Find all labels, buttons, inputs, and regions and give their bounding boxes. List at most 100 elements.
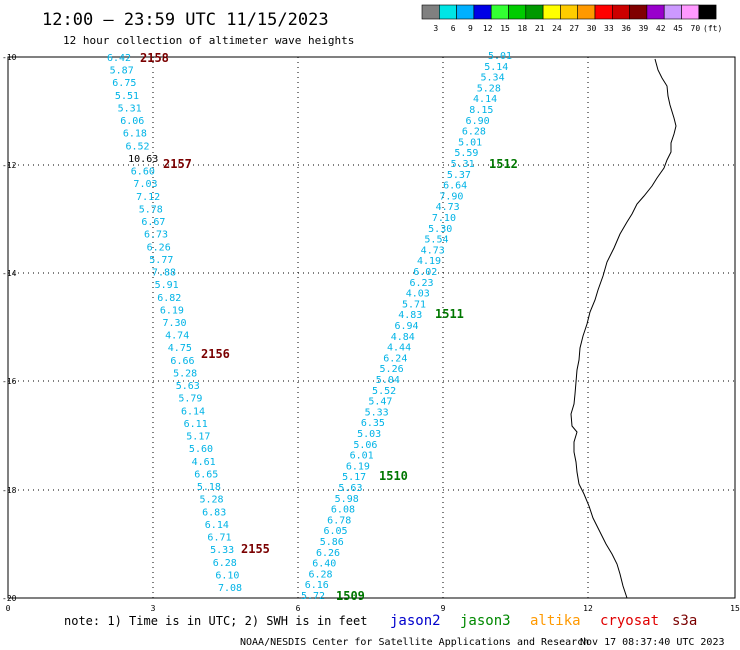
legend-swatch	[473, 4, 492, 20]
wave-height-label: 4.74	[165, 331, 189, 342]
wave-height-label: 6.94	[395, 321, 419, 332]
pass-number-label: 2158	[140, 51, 169, 65]
wave-height-label: 4.84	[391, 332, 415, 343]
pass-number-label: 2155	[241, 542, 270, 556]
legend-label: 21	[535, 24, 545, 33]
y-tick-label: -10	[2, 53, 17, 62]
legend-label: 30	[587, 24, 597, 33]
wave-height-label: 5.72	[301, 591, 325, 602]
graticule	[8, 57, 735, 598]
axis-ticks: 0 3 6 9 12 15 -10 -12 -14 -16 -18 -20	[2, 53, 740, 613]
legend-swatch	[577, 4, 596, 20]
wave-height-label: 5.04	[376, 375, 400, 386]
x-tick-label: 12	[583, 604, 593, 613]
legend-swatch	[490, 4, 509, 20]
wave-height-label: 6.26	[316, 548, 340, 559]
legend-swatch	[681, 4, 700, 20]
wave-height-label: 5.87	[110, 66, 134, 77]
map-title: 12:00 – 23:59 UTC 11/15/2023	[42, 10, 329, 30]
wave-height-label: 6.16	[305, 580, 329, 591]
wave-height-label: 6.82	[157, 293, 181, 304]
wave-height-label: 6.65	[194, 469, 218, 480]
wave-height-label: 4.83	[398, 310, 422, 321]
wave-height-label: 7.10	[432, 213, 456, 224]
legend-swatch	[438, 4, 457, 20]
wave-height-label: 6.26	[147, 242, 171, 253]
wave-height-label: 6.52	[126, 141, 150, 152]
legend-label: 9	[468, 24, 473, 33]
pass-number-label: 1511	[435, 307, 464, 321]
wave-height-label: 5.31	[451, 159, 475, 170]
wave-height-label: 6.90	[466, 116, 490, 127]
pass-labels: 2158 2157 2156 2155 1512 1511 1510 1509	[140, 51, 518, 603]
pass-number-label: 2157	[163, 157, 192, 171]
wave-height-label: 7.30	[163, 318, 187, 329]
wave-height-label: 5.63	[176, 381, 200, 392]
wave-height-label: 6.28	[462, 127, 486, 138]
legend-label: 33	[604, 24, 614, 33]
wave-height-label: 6.11	[184, 419, 208, 430]
wave-height-label: 7.03	[133, 179, 157, 190]
wave-height-label: 5.17	[342, 472, 366, 483]
y-tick-label: -20	[2, 594, 17, 603]
wave-height-label: 5.28	[200, 495, 224, 506]
wave-height-label: 4.14	[473, 94, 497, 105]
pass-number-label: 2156	[201, 347, 230, 361]
legend-swatch	[421, 4, 440, 20]
wave-height-label: 5.86	[320, 537, 344, 548]
generated-timestamp: Nov 17 08:37:40 UTC 2023	[580, 637, 725, 648]
x-tick-label: 9	[441, 604, 446, 613]
wave-height-label: 5.91	[155, 280, 179, 291]
wave-height-label: 5.14	[484, 62, 508, 73]
satellite-name: jason2	[390, 613, 441, 629]
wave-height-label: 5.54	[424, 235, 448, 246]
wave-height-label: 6.73	[144, 230, 168, 241]
y-tick-label: -14	[2, 269, 17, 278]
map-frame	[7, 56, 736, 599]
legend-swatch	[646, 4, 665, 20]
wave-height-label: 6.19	[346, 461, 370, 472]
wave-height-label: 5.37	[447, 170, 471, 181]
satellite-name: altika	[530, 613, 581, 629]
x-tick-label: 6	[296, 604, 301, 613]
wave-height-label: 4.03	[406, 289, 430, 300]
wave-height-label: 6.08	[331, 505, 355, 516]
wave-height-label: 5.28	[173, 368, 197, 379]
wave-height-label: 6.64	[443, 181, 467, 192]
pass-number-label: 1509	[336, 589, 365, 603]
wave-height-label: 6.40	[312, 559, 336, 570]
wave-height-label: 6.23	[409, 278, 433, 289]
legend-label: 45	[673, 24, 683, 33]
wave-height-label: 6.42	[107, 53, 131, 64]
pass-number-label: 1512	[489, 157, 518, 171]
legend-label: 24	[552, 24, 562, 33]
legend-label: 12	[483, 24, 493, 33]
y-tick-label: -16	[2, 377, 17, 386]
wave-height-label: 6.01	[350, 451, 374, 462]
legend-swatch	[542, 4, 561, 20]
legend-label: 70	[691, 24, 701, 33]
wave-height-label: 5.03	[357, 429, 381, 440]
y-tick-label: -18	[2, 486, 17, 495]
legend-swatch	[525, 4, 544, 20]
wave-height-label: 6.02	[413, 267, 437, 278]
wave-height-label: 6.14	[205, 520, 229, 531]
legend-swatch	[594, 4, 613, 20]
x-tick-label: 0	[6, 604, 11, 613]
wave-height-label: 5.51	[115, 91, 139, 102]
wave-height-label: 4.19	[417, 256, 441, 267]
wave-height-label: 10.63	[128, 154, 158, 165]
x-tick-label: 15	[730, 604, 740, 613]
wave-height-label: 6.83	[202, 507, 226, 518]
wave-height-label: 5.33	[210, 545, 234, 556]
wave-height-label: 5.78	[139, 204, 163, 215]
legend-swatch	[611, 4, 630, 20]
wave-height-label: 5.01	[488, 51, 512, 62]
legend-label: (ft)	[703, 24, 722, 33]
credit-text: NOAA/NESDIS Center for Satellite Applica…	[240, 637, 589, 648]
wave-height-label: 5.26	[380, 364, 404, 375]
wave-height-label: 5.77	[149, 255, 173, 266]
legend-swatch	[560, 4, 579, 20]
wave-height-label: 5.52	[372, 386, 396, 397]
